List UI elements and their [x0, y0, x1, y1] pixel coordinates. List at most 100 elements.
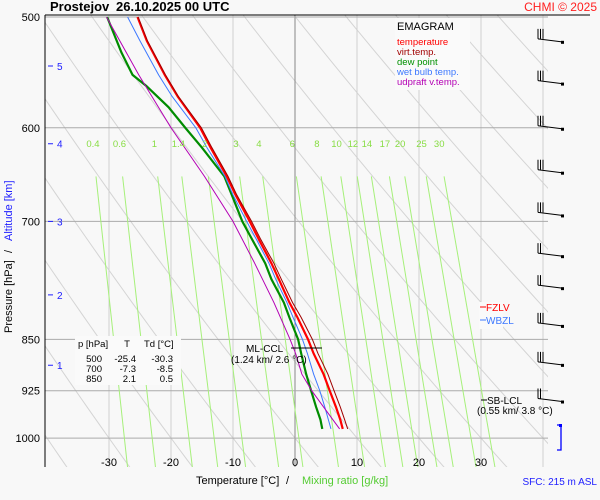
wind-barb-station: [561, 171, 564, 175]
legend-box: [395, 18, 470, 90]
wind-barb-staff: [537, 125, 563, 130]
legend-title: EMAGRAM: [397, 21, 454, 33]
table-cell: 0.5: [160, 374, 173, 385]
altitude-tick-label: 2: [57, 291, 63, 302]
mixing-ratio-label: 14: [362, 139, 373, 150]
mixing-ratio-label: 12: [348, 139, 359, 150]
mixing-ratio-label: 0.4: [86, 139, 99, 150]
x-axis-title-mixing: Mixing ratio [g/kg]: [302, 475, 388, 487]
y-tick-label: 600: [22, 123, 40, 135]
profiles: [106, 16, 349, 430]
dry-adiabat: [191, 15, 548, 445]
x-tick-label: -10: [225, 457, 241, 469]
y-axis-title-pressure: Pressure [hPa]: [3, 260, 15, 333]
mixing-ratio-label: 17: [380, 139, 391, 150]
sfc-label: SFC: 215 m ASL: [523, 477, 598, 488]
table-cell: 500: [86, 354, 102, 365]
altitude-tick-label: 5: [57, 62, 63, 73]
datetime-title: 26.10.2025 00 UTC: [116, 0, 230, 14]
series-virt-temp-line: [137, 16, 349, 430]
sb-lcl-label: SB-LCL: [487, 396, 522, 407]
dry-adiabat: [90, 15, 445, 467]
x-axis-title-separator: /: [286, 475, 290, 487]
wind-barb-staff: [537, 169, 563, 174]
dry-adiabat: [45, 345, 131, 467]
mixing-ratio-line: [295, 176, 339, 467]
mixing-ratio-line: [320, 176, 366, 467]
mixing-ratio-label: 8: [314, 139, 319, 150]
x-tick-label: 20: [413, 457, 425, 469]
mixing-ratio-label: 1.4: [172, 139, 185, 150]
table-cell: 850: [86, 374, 102, 385]
table-cell: -8.5: [157, 364, 173, 375]
mixing-ratio-label: 2: [202, 139, 207, 150]
wind-barb-staff: [537, 361, 563, 366]
series-udpraft-v-temp-line: [106, 16, 341, 430]
mixing-ratio-line: [388, 176, 438, 467]
mixing-ratio-line: [122, 176, 156, 467]
wind-barb-staff: [537, 252, 563, 257]
surface-bracket: [557, 424, 562, 451]
altitude-tick-label: 4: [57, 140, 63, 151]
table-cell: -7.3: [120, 364, 136, 375]
wind-barb-station: [561, 400, 564, 404]
fzlv-label: FZLV: [486, 303, 510, 314]
y-tick-label: 925: [22, 386, 40, 398]
copyright: CHMI © 2025: [524, 0, 597, 14]
x-axis-title-temperature: Temperature [°C]: [196, 475, 279, 487]
mixing-ratio-line: [425, 176, 477, 467]
station-title: Prostejov: [50, 0, 110, 14]
mixing-ratio-line: [443, 176, 496, 467]
grid: [45, 0, 600, 473]
dry-adiabat: [45, 259, 194, 467]
dry-adiabat: [445, 15, 548, 130]
x-tick-label: -30: [101, 457, 117, 469]
wind-barbs: [537, 28, 564, 404]
mixing-ratio-label: 6: [290, 139, 295, 150]
table-cell: -30.3: [151, 354, 173, 365]
levels-table-bg: [75, 336, 181, 385]
x-tick-label: 30: [475, 457, 487, 469]
mixing-ratio-line: [181, 176, 219, 467]
table-header-p: p [hPa]: [78, 339, 108, 350]
sb-lcl-value: (0.55 km/ 3.8 °C): [477, 406, 553, 417]
table-cell: -25.4: [114, 354, 136, 365]
series-temperatureline: [136, 16, 344, 430]
wind-barb-station: [561, 324, 564, 328]
mixing-ratio-line: [95, 176, 129, 467]
wind-barb-station: [561, 82, 564, 86]
surface-marker: [559, 424, 562, 427]
wind-barb-station: [561, 40, 564, 44]
levels-table: p [hPa] T Td [°C] 500 -25.4 -30.3 700 -7…: [78, 339, 174, 385]
wind-barb-station: [561, 363, 564, 367]
mixing-ratio-label: 25: [416, 139, 427, 150]
legend-updraft: udpraft v.temp.: [397, 77, 460, 88]
x-tick-label: -20: [163, 457, 179, 469]
mixing-ratio-label: 10: [331, 139, 342, 150]
mixing-ratio-label: 20: [395, 139, 406, 150]
x-tick-label: 10: [351, 457, 363, 469]
axes: 0.4 0.6 1 1.4 2 3 4 6 8 10 12 14 17 20 25 3050060070085…: [16, 12, 590, 469]
wind-barb-staff: [537, 80, 563, 85]
dry-adiabat: [242, 15, 548, 378]
wbzl-label: WBZL: [486, 316, 514, 327]
dry-adiabat: [541, 0, 600, 473]
y-tick-label: 1000: [16, 433, 40, 445]
table-header-t: T: [124, 339, 130, 350]
x-tick-label: 0: [292, 457, 298, 469]
wind-barb-staff: [537, 211, 563, 216]
wind-barb-station: [561, 127, 564, 131]
ml-ccl-label: ML-CCL: [246, 344, 284, 355]
legend-virt-temp: virt.temp.: [397, 47, 436, 58]
ml-ccl-value: (1.24 km/ 2.6 °C): [231, 355, 307, 366]
table-header-td: Td [°C]: [144, 339, 174, 350]
mixing-ratio-label: 1: [152, 139, 157, 150]
wind-barb-staff: [537, 38, 563, 43]
dry-adiabat: [45, 97, 319, 467]
mixing-ratio-label: 0.6: [113, 139, 126, 150]
dry-adiabat: [45, 177, 256, 467]
y-tick-label: 500: [22, 12, 40, 24]
mixing-ratio-label: 30: [434, 139, 445, 150]
